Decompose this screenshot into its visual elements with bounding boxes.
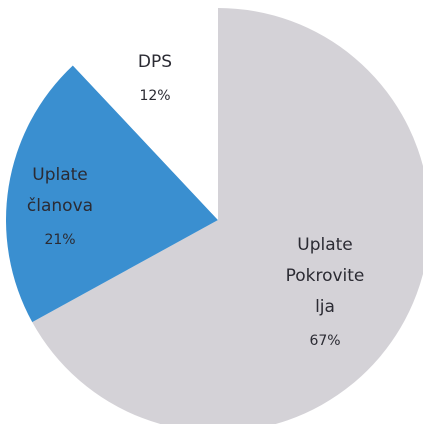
slice-label: Uplate	[32, 165, 88, 185]
pie-slice	[6, 65, 219, 323]
pie-slice	[32, 8, 423, 424]
slice-value-label: 12%	[139, 88, 170, 104]
pie-slice	[72, 8, 219, 220]
slice-value-label: 21%	[44, 232, 75, 248]
slice-value-label: 67%	[309, 333, 340, 349]
slice-label: članova	[27, 196, 93, 216]
slice-label: lja	[315, 297, 335, 317]
slice-label: DPS	[138, 52, 172, 72]
slice-label: Uplate	[297, 235, 353, 255]
slice-label: Pokrovite	[286, 266, 365, 286]
